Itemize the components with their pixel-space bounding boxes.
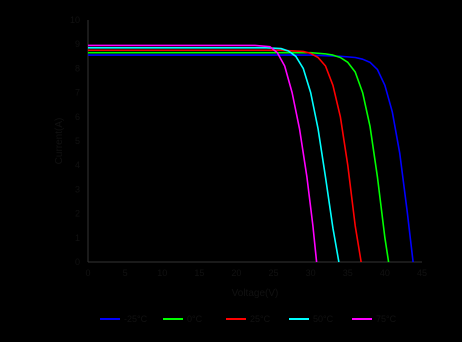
- y-tick-label: 8: [75, 63, 80, 73]
- x-tick-label: 40: [380, 268, 390, 278]
- y-tick-label: 4: [75, 160, 80, 170]
- axes: 0 5 10 15 20 25 30 35 40 45012345678910Voltage(V)…: [54, 15, 427, 299]
- x-tick-label: 45: [417, 268, 427, 278]
- x-tick-label: 10: [157, 268, 167, 278]
- y-tick-label: 9: [75, 39, 80, 49]
- y-tick-label: 10: [70, 15, 80, 25]
- legend-label: -25°C: [124, 314, 148, 324]
- series-line: [88, 44, 318, 263]
- series-layer: [88, 44, 414, 263]
- series-line: [88, 49, 362, 263]
- y-tick-label: 1: [75, 233, 80, 243]
- x-tick-label: 35: [343, 268, 353, 278]
- series-line: [88, 54, 414, 263]
- legend: -25°C 0°C 25°C 50°C 75°C: [100, 314, 397, 324]
- x-tick-label: 30: [306, 268, 316, 278]
- x-tick-label: 15: [194, 268, 204, 278]
- x-axis-label: Voltage(V): [232, 288, 279, 299]
- legend-label: 25°C: [250, 314, 271, 324]
- y-tick-label: 0: [75, 257, 80, 267]
- y-tick-label: 7: [75, 88, 80, 98]
- y-tick-label: 3: [75, 184, 80, 194]
- legend-label: 0°C: [187, 314, 203, 324]
- x-tick-label: 5: [123, 268, 128, 278]
- y-tick-label: 2: [75, 209, 80, 219]
- x-tick-label: 0: [85, 268, 90, 278]
- x-tick-label: 20: [231, 268, 241, 278]
- legend-label: 50°C: [313, 314, 334, 324]
- x-tick-label: 25: [269, 268, 279, 278]
- y-tick-label: 5: [75, 136, 80, 146]
- y-axis-label: Current(A): [54, 118, 65, 165]
- legend-label: 75°C: [376, 314, 397, 324]
- series-line: [88, 47, 340, 263]
- series-line: [88, 51, 390, 263]
- y-tick-label: 6: [75, 112, 80, 122]
